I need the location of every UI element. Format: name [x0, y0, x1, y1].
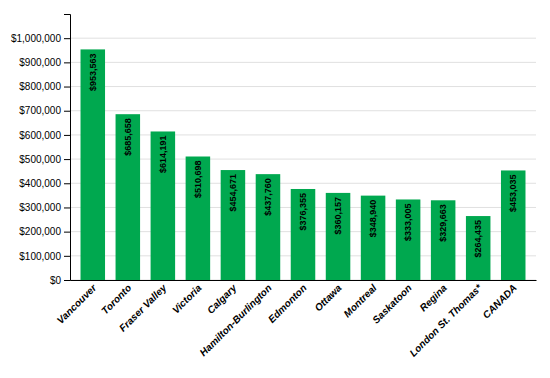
x-tick: Calgary: [205, 282, 239, 316]
bar: [396, 199, 421, 280]
y-tick: $100,000: [19, 251, 70, 262]
bar: [186, 157, 211, 280]
data-label: $348,940: [368, 200, 378, 238]
y-tick-mark: [64, 111, 70, 112]
x-axis: VancouverTorontoFraser ValleyVictoriaCal…: [55, 281, 537, 359]
x-tick: Ottawa: [312, 282, 344, 314]
bar: [291, 189, 316, 280]
x-axis-line: [71, 280, 537, 281]
y-tick-label: $100,000: [19, 251, 61, 262]
y-tick: $500,000: [19, 154, 70, 165]
x-tick-label: Calgary: [205, 282, 239, 316]
y-tick-mark: [64, 38, 70, 39]
y-axis: $0 $100,000 $200,000 $300,000 $400,000 $500,0…: [11, 15, 71, 286]
y-tick: $200,000: [19, 226, 70, 237]
y-tick-mark: [64, 159, 70, 160]
y-tick-label: $900,000: [19, 57, 61, 68]
y-tick: $700,000: [19, 105, 70, 116]
y-tick-mark: [64, 183, 70, 184]
y-tick: $400,000: [19, 178, 70, 189]
y-tick-mark: [64, 87, 70, 88]
x-tick-label: London St. Thomas*: [407, 281, 484, 358]
data-label: $614,191: [158, 135, 168, 173]
x-tick: Hamilton-Burlington: [197, 282, 273, 358]
x-tick: Regina: [417, 282, 449, 314]
y-tick-mark: [64, 232, 70, 233]
y-tick: $1,000,000: [11, 33, 70, 44]
data-label: $953,563: [88, 53, 98, 91]
data-label: $510,698: [193, 161, 203, 199]
x-tick-label: Fraser Valley: [117, 282, 169, 334]
data-label: $453,035: [508, 174, 518, 212]
y-axis-line: [64, 15, 71, 281]
y-tick: $300,000: [19, 202, 70, 213]
x-tick: London St. Thomas*: [407, 281, 484, 358]
y-tick-label: $500,000: [19, 154, 61, 165]
data-label: $376,355: [298, 193, 308, 231]
bar: [431, 200, 456, 280]
y-tick-mark: [64, 62, 70, 63]
y-tick-mark: [64, 256, 70, 257]
y-tick: $600,000: [19, 130, 70, 141]
x-tick-label: CANADA: [480, 282, 518, 320]
x-tick: CANADA: [480, 282, 518, 320]
y-tick: $800,000: [19, 81, 70, 92]
grid-line: [70, 86, 536, 87]
x-tick-label: Regina: [417, 282, 449, 314]
bar: [501, 170, 526, 280]
data-label: $685,658: [123, 118, 133, 156]
bar: [221, 170, 246, 280]
bar: [81, 49, 106, 280]
x-tick: Fraser Valley: [117, 282, 169, 334]
bar: [151, 131, 176, 280]
bar: [116, 114, 141, 280]
bar: [256, 174, 281, 280]
y-tick: $900,000: [19, 57, 70, 68]
data-labels: $953,563 $685,658 $614,191 $510,698 $454,671…: [88, 53, 518, 257]
x-tick-label: Edmonton: [266, 282, 309, 325]
bar: [361, 196, 386, 280]
data-label: $360,157: [333, 197, 343, 235]
y-tick-label: $0: [50, 275, 62, 286]
x-tick-label: Hamilton-Burlington: [197, 282, 273, 358]
x-tick: Edmonton: [266, 282, 309, 325]
grid-line: [70, 38, 536, 39]
x-tick: Victoria: [170, 282, 204, 316]
chart-svg: $0 $100,000 $200,000 $300,000 $400,000 $500,0…: [0, 0, 550, 378]
x-tick: Toronto: [99, 282, 133, 316]
x-tick-label: Victoria: [170, 282, 204, 316]
y-tick-label: $1,000,000: [11, 33, 61, 44]
x-tick-label: Vancouver: [55, 281, 99, 325]
plot-area: $0 $100,000 $200,000 $300,000 $400,000 $500,0…: [11, 15, 537, 359]
y-tick-label: $600,000: [19, 130, 61, 141]
grid: [70, 38, 536, 280]
y-tick-label: $700,000: [19, 105, 61, 116]
data-label: $333,005: [403, 203, 413, 241]
y-tick-label: $300,000: [19, 202, 61, 213]
bar: [326, 193, 351, 280]
bar: [466, 216, 491, 280]
grid-line: [70, 110, 536, 111]
x-tick-label: Ottawa: [312, 282, 344, 314]
data-label: $329,663: [438, 204, 448, 242]
y-tick-mark: [64, 135, 70, 136]
x-tick: Saskatoon: [370, 282, 414, 326]
y-tick: $0: [50, 275, 70, 286]
data-label: $437,760: [263, 178, 273, 216]
x-tick: Vancouver: [55, 281, 99, 325]
data-label: $454,671: [228, 174, 238, 212]
data-label: $264,435: [473, 220, 483, 258]
x-tick-label: Toronto: [99, 282, 133, 316]
x-tick-label: Saskatoon: [370, 282, 414, 326]
grid-line: [70, 62, 536, 63]
chart-container: $0 $100,000 $200,000 $300,000 $400,000 $500,0…: [0, 0, 550, 378]
y-tick-label: $200,000: [19, 226, 61, 237]
y-tick-mark: [64, 207, 70, 208]
y-tick-mark: [64, 280, 70, 281]
bars: [81, 49, 526, 280]
y-tick-label: $400,000: [19, 178, 61, 189]
y-tick-label: $800,000: [19, 81, 61, 92]
